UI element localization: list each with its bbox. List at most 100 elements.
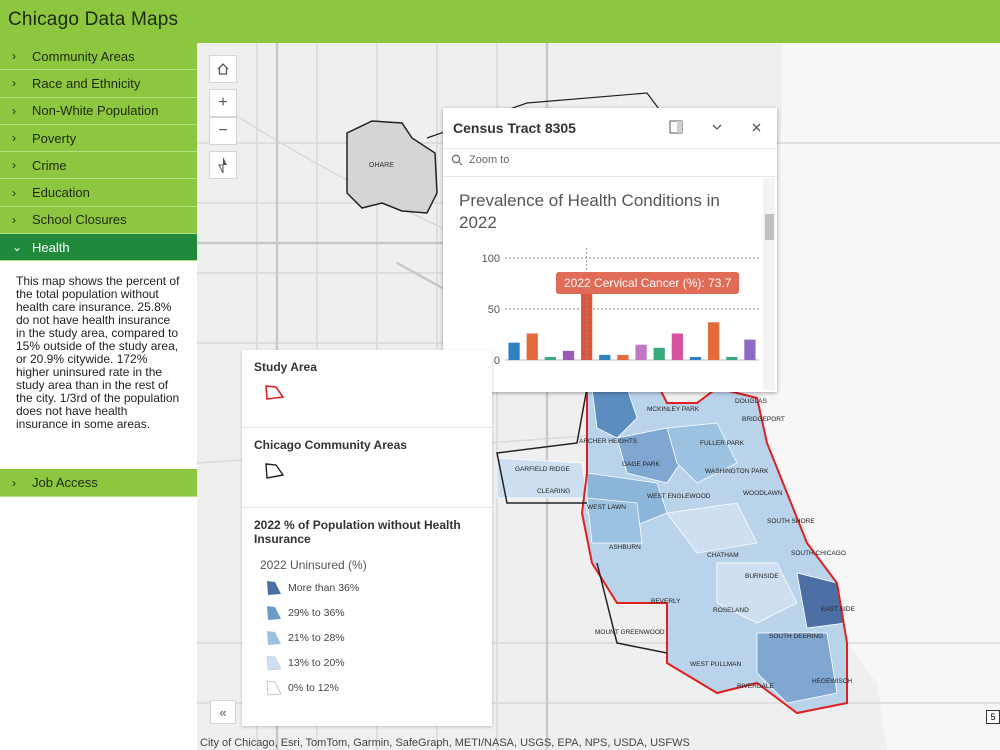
class-swatch: [267, 605, 281, 620]
divider: [443, 148, 777, 149]
map-label: BURNSIDE: [745, 573, 779, 580]
legend-class: 29% to 36%: [266, 603, 480, 622]
map-label: BEVERLY: [651, 598, 681, 605]
map-label: WOODLAWN: [743, 490, 783, 497]
chevron-right-icon: ›: [12, 185, 16, 200]
chart-bar[interactable]: [635, 344, 647, 360]
sidebar-item-education[interactable]: › Education: [0, 179, 197, 207]
zoom-to-button[interactable]: Zoom to: [451, 154, 509, 166]
class-label: 21% to 28%: [288, 631, 345, 644]
sidebar-item-poverty[interactable]: › Poverty: [0, 124, 197, 153]
chevron-right-icon: ›: [12, 49, 16, 64]
zoom-to-icon: [451, 154, 463, 166]
map-label: FULLER PARK: [700, 440, 745, 447]
map-label: BRIDGEPORT: [742, 416, 785, 423]
legend-panel: Study Area Chicago Community Areas 2022 …: [242, 350, 492, 726]
chart-y-tick-label: 0: [494, 355, 500, 367]
chart-y-tick-label: 100: [482, 253, 500, 265]
sidebar-item-crime[interactable]: › Crime: [0, 152, 197, 180]
legend-uninsured: 2022 % of Population without Health Insu…: [242, 508, 492, 713]
legend-study-area: Study Area: [242, 350, 492, 428]
map-label: CLEARING: [537, 488, 570, 495]
collapse-popup-button[interactable]: [711, 120, 723, 136]
chevron-down-icon: ⌄: [12, 240, 23, 255]
chart-title: Prevalence of Health Conditions in 2022: [459, 191, 720, 232]
dock-button[interactable]: [669, 120, 683, 137]
class-swatch: [267, 580, 281, 595]
chevron-right-icon: ›: [12, 131, 16, 146]
map-label: MCKINLEY PARK: [647, 406, 700, 413]
legend-title: 2022 % of Population without Health Insu…: [254, 518, 461, 546]
map-label: ASHBURN: [609, 544, 641, 551]
chart-bar[interactable]: [526, 333, 538, 360]
legend-class: 0% to 12%: [266, 678, 480, 697]
sidebar-item-label: Community Areas: [32, 48, 135, 64]
class-swatch: [266, 680, 282, 695]
chart-bar[interactable]: [617, 354, 629, 360]
chart-tooltip: 2022 Cervical Cancer (%): 73.7: [556, 272, 740, 294]
sidebar-item-label: Job Access: [32, 475, 98, 491]
divider: [443, 176, 777, 177]
class-swatch: [267, 630, 281, 645]
home-button[interactable]: [209, 55, 237, 83]
community-area-symbol: [265, 463, 285, 479]
close-popup-button[interactable]: [751, 120, 762, 136]
dock-icon: [669, 120, 683, 134]
map-label: WEST LAWN: [587, 504, 626, 511]
sidebar-item-race-ethnicity[interactable]: › Race and Ethnicity: [0, 70, 197, 98]
map-label: WEST PULLMAN: [690, 661, 741, 668]
chevron-right-icon: ›: [12, 475, 16, 490]
sidebar-item-label: Health: [32, 239, 70, 255]
chart-bar[interactable]: [562, 350, 575, 360]
popup-scrollbar[interactable]: [763, 178, 775, 390]
sidebar-item-label: Non-White Population: [32, 103, 159, 119]
chart-bar[interactable]: [581, 284, 593, 360]
census-tract-popup: Census Tract 8305 Zoom to Prevalence of …: [443, 108, 777, 392]
chevron-down-icon: [712, 124, 722, 130]
compass-icon: [218, 157, 227, 174]
chevron-right-icon: ›: [12, 76, 16, 91]
sidebar-item-non-white-population[interactable]: › Non-White Population: [0, 97, 197, 125]
zoom-to-label: Zoom to: [469, 154, 510, 166]
map-label: GARFIELD RIDGE: [515, 466, 571, 473]
map-label: HEGEWISCH: [812, 678, 852, 685]
collapse-legend-button[interactable]: «: [210, 700, 236, 724]
sidebar-item-school-closures[interactable]: › School Closures: [0, 206, 197, 235]
class-swatch: [266, 655, 282, 670]
legend-title: Chicago Community Areas: [254, 438, 407, 452]
scale-badge: 5: [986, 710, 1000, 724]
map-label: WEST ENGLEWOOD: [647, 493, 711, 500]
legend-class: 21% to 28%: [266, 628, 480, 647]
map-label: WASHINGTON PARK: [705, 468, 769, 475]
sidebar-item-label: School Closures: [32, 212, 127, 228]
health-conditions-chart[interactable]: 0 50 100: [443, 248, 763, 378]
chart-bar[interactable]: [689, 356, 702, 360]
chart-bar[interactable]: [744, 339, 756, 360]
zoom-out-button[interactable]: −: [209, 117, 237, 145]
scrollbar-thumb[interactable]: [765, 214, 774, 240]
map-label: SOUTH DEERING: [769, 633, 823, 640]
map-label: EAST SIDE: [821, 606, 856, 613]
home-icon: [217, 63, 229, 75]
chart-y-tick-label: 50: [488, 304, 500, 316]
sidebar-item-health[interactable]: ⌄ Health: [0, 234, 197, 262]
chart-bar[interactable]: [653, 347, 665, 360]
chart-bar[interactable]: [726, 356, 738, 360]
map-label: CHATHAM: [707, 552, 739, 559]
sidebar: › Community Areas › Race and Ethnicity › No…: [0, 43, 197, 750]
chevron-right-icon: ›: [12, 212, 16, 227]
compass-button[interactable]: [209, 151, 237, 179]
map-label: RIVERDALE: [737, 683, 775, 690]
sidebar-item-job-access[interactable]: › Job Access: [0, 469, 197, 497]
sidebar-item-community-areas[interactable]: › Community Areas: [0, 43, 197, 71]
chevron-right-icon: ›: [12, 103, 16, 118]
chart-bar[interactable]: [544, 356, 556, 360]
chart-bar[interactable]: [708, 322, 720, 360]
app-title: Chicago Data Maps: [8, 9, 179, 30]
zoom-in-button[interactable]: +: [209, 89, 237, 117]
chart-bar[interactable]: [671, 333, 683, 360]
map-label: ARCHER HEIGHTS: [579, 438, 638, 445]
chart-bar[interactable]: [508, 342, 520, 360]
map-attribution: City of Chicago, Esri, TomTom, Garmin, S…: [200, 737, 690, 749]
chart-bar[interactable]: [599, 354, 611, 360]
